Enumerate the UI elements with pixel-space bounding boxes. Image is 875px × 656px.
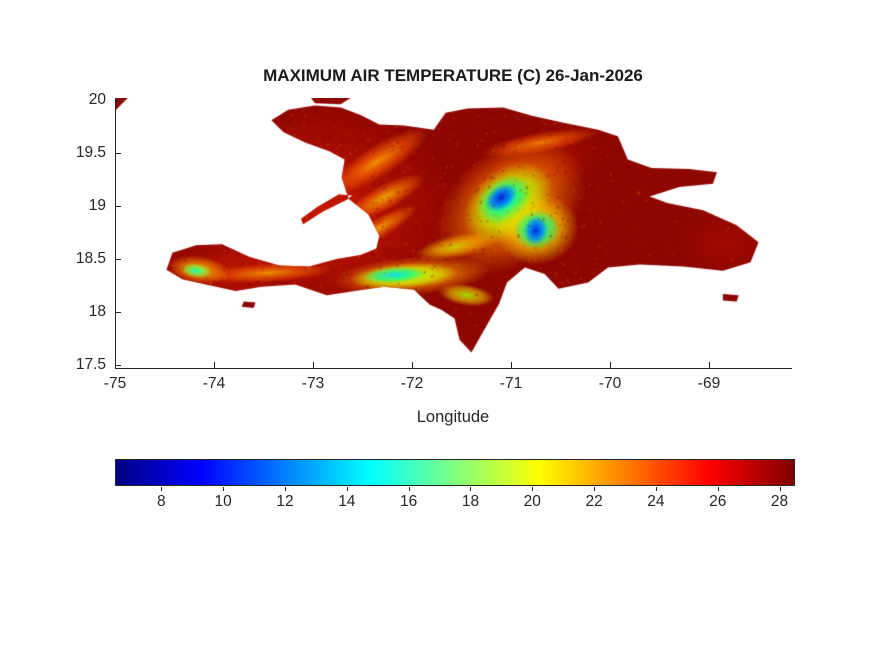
colorbar-tick-label: 28 xyxy=(770,493,789,510)
colorbar-tick-label: 20 xyxy=(523,493,541,510)
y-tick-label: 20 xyxy=(88,91,106,109)
colorbar-tick-mark xyxy=(655,487,657,491)
x-tick-mark xyxy=(610,362,611,368)
colorbar-tick-mark xyxy=(532,487,534,491)
colorbar-tick-label: 16 xyxy=(400,493,418,510)
colorbar-tick-label: 18 xyxy=(461,493,480,510)
colorbar-tick-mark xyxy=(161,487,163,491)
colorbar-tick-mark xyxy=(779,487,781,491)
temperature-heatmap xyxy=(115,98,791,368)
colorbar-tick-label: 14 xyxy=(338,493,356,510)
colorbar-tick-mark xyxy=(408,487,410,491)
x-tick-mark xyxy=(511,362,512,368)
y-tick-mark xyxy=(115,365,121,367)
y-tick-mark xyxy=(115,153,121,155)
x-tick-label: -75 xyxy=(103,375,127,392)
y-tick-mark xyxy=(115,259,121,261)
colorbar-tick-label: 22 xyxy=(585,493,603,510)
chart-title: MAXIMUM AIR TEMPERATURE (C) 26-Jan-2026 xyxy=(263,66,643,85)
x-tick-mark xyxy=(412,362,413,368)
colorbar xyxy=(115,459,795,486)
y-tick-label: 19.5 xyxy=(75,144,106,162)
y-tick-mark xyxy=(115,312,121,314)
x-tick-label: -69 xyxy=(697,375,721,392)
x-tick-label: -73 xyxy=(301,375,325,392)
x-axis-line xyxy=(115,368,792,369)
y-tick-label: 19 xyxy=(88,197,106,215)
colorbar-tick-label: 12 xyxy=(276,493,294,510)
colorbar-tick-mark xyxy=(346,487,348,491)
colorbar-tick-mark xyxy=(594,487,596,491)
y-tick-label: 18 xyxy=(88,303,106,321)
x-axis-label: Longitude xyxy=(416,408,490,426)
y-tick-label: 17.5 xyxy=(75,356,106,374)
x-tick-mark xyxy=(214,362,215,368)
colorbar-gradient xyxy=(116,460,794,485)
y-tick-mark xyxy=(115,206,121,208)
colorbar-tick-mark xyxy=(223,487,225,491)
y-tick-mark xyxy=(115,100,121,102)
x-tick-label: -72 xyxy=(400,375,424,392)
y-tick-label: 18.5 xyxy=(75,250,106,268)
x-tick-mark xyxy=(313,362,314,368)
x-tick-mark xyxy=(709,362,710,368)
x-tick-label: -71 xyxy=(499,375,523,392)
colorbar-tick-label: 8 xyxy=(157,493,166,510)
x-tick-label: -70 xyxy=(598,375,622,392)
colorbar-tick-mark xyxy=(285,487,286,491)
colorbar-tick-mark xyxy=(717,487,719,491)
colorbar-tick-mark xyxy=(470,487,472,491)
x-tick-mark xyxy=(115,362,116,368)
colorbar-tick-label: 24 xyxy=(647,493,665,510)
colorbar-tick-label: 26 xyxy=(709,493,727,510)
x-tick-label: -74 xyxy=(202,375,226,392)
y-axis-line xyxy=(115,98,116,369)
colorbar-tick-label: 10 xyxy=(214,493,232,510)
